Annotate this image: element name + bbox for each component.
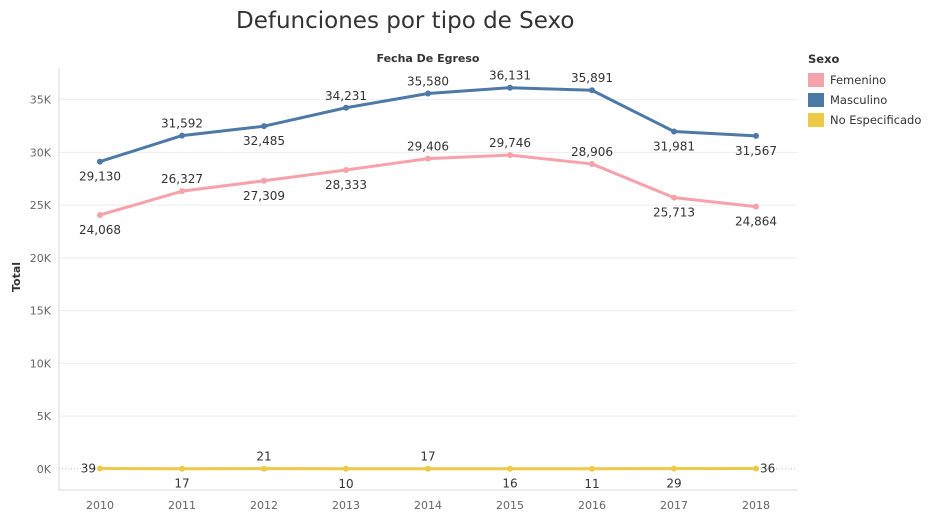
y-tick-label: 0K <box>37 463 52 476</box>
legend: Sexo Femenino Masculino No Especificado <box>808 52 921 130</box>
data-label: 28,906 <box>571 145 613 159</box>
data-label: 39 <box>81 461 96 475</box>
data-point <box>425 155 431 162</box>
x-axis-title: Fecha De Egreso <box>377 52 480 65</box>
x-tick-label: 2016 <box>578 499 606 512</box>
data-point <box>97 211 103 218</box>
data-label: 29,406 <box>407 140 449 154</box>
series-lines <box>97 84 759 472</box>
legend-items: Femenino Masculino No Especificado <box>808 70 921 130</box>
data-label: 32,485 <box>243 134 285 148</box>
data-label: 29 <box>666 477 681 491</box>
data-point <box>507 84 513 91</box>
data-point <box>261 465 267 472</box>
legend-item[interactable]: No Especificado <box>808 110 921 130</box>
data-label: 11 <box>584 477 599 491</box>
data-point <box>97 158 103 165</box>
data-point <box>425 465 431 472</box>
chart-title: Defunciones por tipo de Sexo <box>236 8 575 34</box>
data-point <box>507 465 513 472</box>
y-tick-label: 15K <box>30 305 52 318</box>
y-tick-label: 20K <box>30 252 52 265</box>
line-chart: 0K 5K 10K 15K 20K 25K 30K 35K 2010 2011 2012 2013 20… <box>10 52 797 512</box>
x-tick-label: 2014 <box>414 499 442 512</box>
legend-item[interactable]: Femenino <box>808 70 921 90</box>
data-point <box>261 123 267 130</box>
data-label: 24,068 <box>79 223 121 237</box>
data-point <box>261 177 267 184</box>
x-tick-label: 2017 <box>660 499 688 512</box>
legend-swatch <box>808 113 824 127</box>
data-point <box>671 194 677 201</box>
data-label: 27,309 <box>243 189 285 203</box>
data-point <box>589 465 595 472</box>
legend-swatch <box>808 73 824 87</box>
y-tick-label: 30K <box>30 146 52 159</box>
data-label: 36 <box>760 462 775 476</box>
data-point <box>343 104 349 111</box>
y-tick-label: 25K <box>30 199 52 212</box>
y-tick-label: 35K <box>30 94 52 107</box>
data-label: 17 <box>420 450 435 464</box>
data-point <box>343 166 349 173</box>
x-tick-label: 2018 <box>742 499 770 512</box>
x-tick-label: 2015 <box>496 499 524 512</box>
gridlines <box>59 99 797 470</box>
data-label: 24,864 <box>735 215 777 229</box>
data-label: 29,130 <box>79 170 121 184</box>
x-tick-label: 2013 <box>332 499 360 512</box>
data-point <box>671 128 677 135</box>
x-tick-label: 2010 <box>86 499 114 512</box>
data-label: 34,231 <box>325 89 367 103</box>
data-labels: 24,068 26,327 27,309 28,333 29,406 29,746 28,9… <box>79 69 777 491</box>
data-label: 17 <box>174 477 189 491</box>
data-label: 10 <box>338 477 353 491</box>
data-point <box>753 203 759 210</box>
data-point <box>507 152 513 159</box>
x-tick-label: 2012 <box>250 499 278 512</box>
data-label: 35,891 <box>571 71 613 85</box>
data-label: 35,580 <box>407 75 449 89</box>
data-point <box>589 160 595 167</box>
data-label: 31,981 <box>653 140 695 154</box>
data-point <box>343 465 349 472</box>
data-label: 16 <box>502 477 517 491</box>
data-point <box>671 465 677 472</box>
data-point <box>589 87 595 94</box>
data-label: 26,327 <box>161 172 203 186</box>
data-point <box>179 465 185 472</box>
data-label: 25,713 <box>653 206 695 220</box>
data-label: 31,567 <box>735 144 777 158</box>
legend-label: Masculino <box>830 93 888 107</box>
y-axis-title: Total <box>10 262 23 292</box>
axes: 0K 5K 10K 15K 20K 25K 30K 35K 2010 2011 2012 2013 20… <box>10 52 797 512</box>
x-tick-label: 2011 <box>168 499 196 512</box>
data-point <box>425 90 431 97</box>
data-label: 28,333 <box>325 178 367 192</box>
data-label: 29,746 <box>489 136 531 150</box>
legend-label: Femenino <box>830 73 887 87</box>
legend-swatch <box>808 93 824 107</box>
data-label: 31,592 <box>161 117 203 131</box>
data-point <box>179 132 185 139</box>
y-tick-label: 5K <box>37 410 52 423</box>
data-label: 36,131 <box>489 69 531 83</box>
data-point <box>179 188 185 195</box>
y-tick-label: 10K <box>30 357 52 370</box>
legend-title: Sexo <box>808 52 840 66</box>
data-label: 21 <box>256 450 271 464</box>
data-point <box>97 465 103 472</box>
legend-label: No Especificado <box>830 113 922 127</box>
data-point <box>753 465 759 472</box>
data-point <box>753 132 759 139</box>
legend-item[interactable]: Masculino <box>808 90 921 110</box>
